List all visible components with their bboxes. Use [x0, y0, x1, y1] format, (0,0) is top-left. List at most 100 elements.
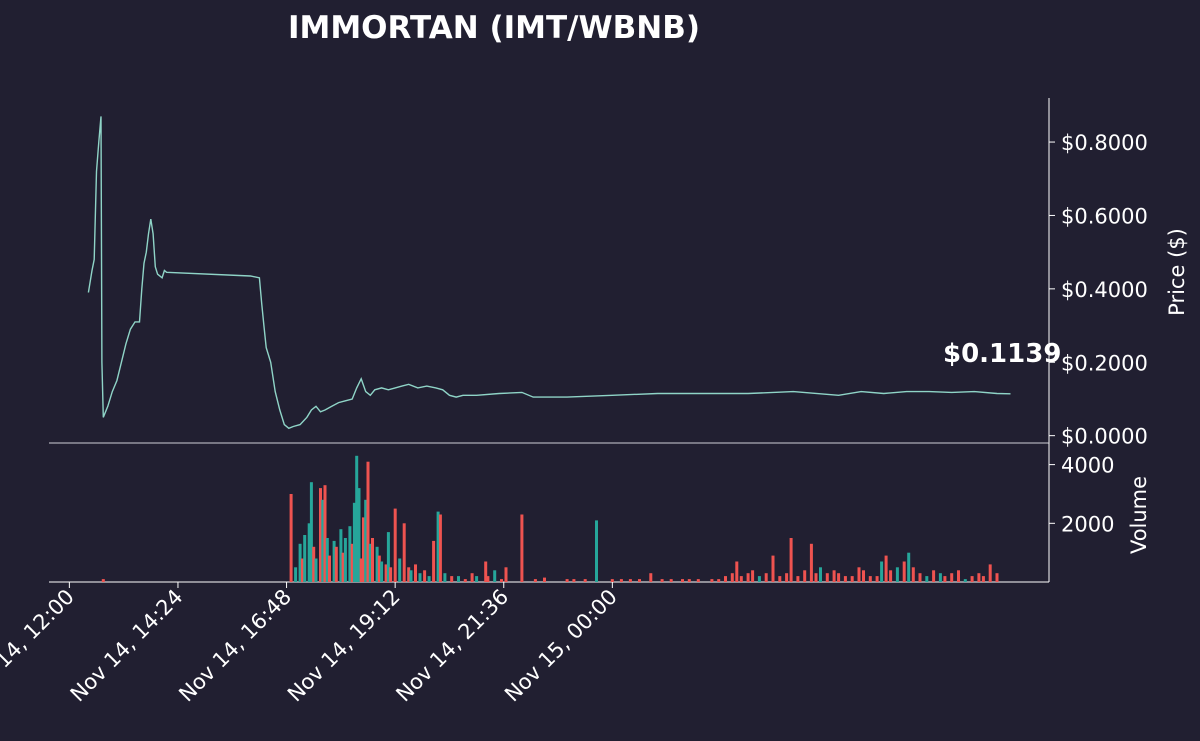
volume-bar	[628, 579, 632, 582]
volume-bar	[325, 538, 329, 582]
volume-bar	[343, 538, 347, 582]
volume-bar	[450, 576, 454, 582]
volume-bar	[427, 576, 431, 582]
volume-y-ticks: 2000 4000	[1049, 454, 1114, 536]
volume-bar	[357, 488, 361, 582]
volume-bar	[504, 567, 508, 582]
volume-bar	[443, 573, 447, 582]
volume-bar	[895, 567, 899, 582]
price-tick-label: $0.0000	[1061, 425, 1148, 449]
volume-bar	[717, 579, 721, 582]
volume-bar	[298, 543, 302, 582]
volume-bar	[572, 579, 576, 582]
volume-bar	[595, 520, 598, 582]
volume-bar	[843, 576, 847, 582]
volume-bar	[377, 555, 381, 582]
volume-bar	[918, 573, 922, 582]
volume-bar	[925, 576, 929, 582]
volume-bar	[803, 570, 807, 582]
volume-bar	[371, 538, 374, 582]
volume-bar	[355, 455, 359, 582]
volume-bar	[352, 502, 356, 582]
volume-bar	[384, 564, 388, 582]
volume-bar	[778, 576, 782, 582]
volume-bar	[438, 514, 442, 582]
volume-bar	[884, 555, 888, 582]
volume-bar	[402, 523, 406, 582]
volume-bar	[300, 558, 304, 582]
price-tick-label: $0.8000	[1061, 131, 1148, 155]
volume-bar	[470, 573, 474, 582]
volume-bar	[543, 577, 546, 582]
volume-bar	[932, 570, 936, 582]
volume-bar	[407, 567, 411, 582]
volume-bar	[332, 540, 336, 582]
volume-bar	[875, 576, 879, 582]
volume-bar	[339, 529, 343, 582]
volume-bar	[380, 561, 384, 582]
volume-panel: 2000 4000 Volume	[49, 443, 1151, 583]
volume-tick-label: 4000	[1061, 454, 1114, 478]
volume-bar	[362, 517, 365, 582]
price-line	[87, 116, 1011, 430]
volume-bar	[386, 532, 390, 582]
volume-bar	[328, 555, 331, 582]
volume-bar	[889, 570, 893, 582]
volume-bar	[375, 546, 379, 582]
volume-bar	[785, 573, 789, 582]
volume-bar	[943, 576, 947, 582]
price-y-ticks: $0.0000 $0.2000 $0.4000 $0.6000 $0.8000	[1049, 131, 1148, 449]
volume-bar	[687, 579, 691, 582]
volume-bar	[771, 555, 775, 582]
volume-bar	[359, 558, 363, 582]
volume-bar	[533, 579, 537, 582]
volume-bar	[995, 573, 999, 582]
price-axis-label: Price ($)	[1165, 228, 1189, 316]
volume-bar	[323, 485, 327, 582]
volume-bar	[963, 579, 967, 582]
volume-bar	[294, 567, 298, 582]
volume-bar	[486, 576, 490, 582]
volume-bar	[902, 561, 906, 582]
volume-bar	[957, 570, 960, 582]
volume-bar	[789, 538, 793, 582]
volume-bar	[409, 570, 413, 582]
volume-bar	[669, 579, 673, 582]
volume-bar	[730, 573, 734, 582]
volume-axis-label: Volume	[1127, 476, 1151, 554]
volume-bar	[432, 540, 436, 582]
price-tick-label: $0.6000	[1061, 204, 1148, 228]
volume-bar	[309, 482, 313, 582]
volume-bar	[393, 508, 397, 582]
volume-bar	[739, 576, 743, 582]
volume-bar	[880, 561, 884, 582]
volume-bar	[809, 543, 813, 582]
volume-bar	[307, 523, 311, 582]
volume-bar	[368, 543, 372, 582]
volume-bar	[619, 579, 623, 582]
volume-bar	[977, 573, 981, 582]
volume-bar	[334, 546, 338, 582]
volume-bar	[312, 546, 316, 582]
volume-bar	[341, 552, 345, 582]
volume-bar	[101, 579, 105, 582]
volume-bar	[981, 576, 985, 582]
volume-bar	[364, 499, 368, 582]
volume-bar	[366, 461, 370, 582]
volume-bar	[850, 576, 854, 582]
volume-bar	[660, 579, 664, 582]
volume-bar	[463, 579, 467, 582]
volume-bar	[681, 579, 684, 582]
volume-bar	[638, 579, 641, 582]
volume-bar	[423, 570, 427, 582]
volume-bar	[457, 576, 460, 582]
volume-bar	[520, 514, 524, 582]
volume-bar	[710, 579, 714, 582]
volume-bar	[493, 570, 497, 582]
volume-bar	[907, 552, 911, 582]
volume-bar	[414, 564, 417, 582]
volume-bar	[500, 579, 503, 582]
volume-bar	[696, 579, 700, 582]
volume-bar	[862, 570, 865, 582]
